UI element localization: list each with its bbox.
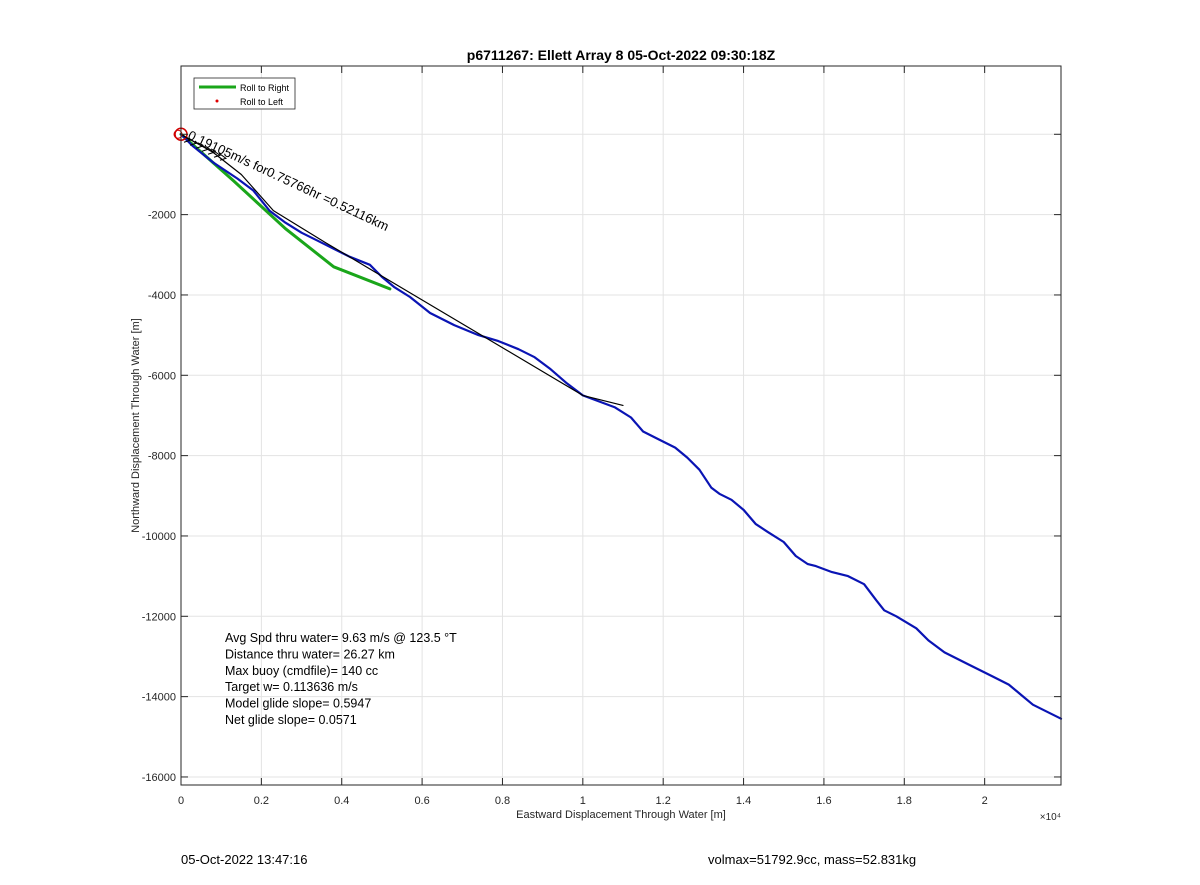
x-tick-label: 0 xyxy=(178,795,184,807)
grid xyxy=(180,66,1061,785)
stats-line: Avg Spd thru water= 9.63 m/s @ 123.5 °T xyxy=(225,631,457,645)
x-tick-label: 1.8 xyxy=(897,795,912,807)
ticks: 0 0.2 0.4 0.6 0.8 1 1.2 1.4 1.6 1.8 2 -16000 -14000 -… xyxy=(142,66,1061,807)
legend: Roll to Right Roll to Left xyxy=(193,77,296,110)
x-axis-label: Eastward Displacement Through Water [m] xyxy=(516,809,726,821)
x-tick-label: 0.6 xyxy=(414,795,429,807)
chart-title: p6711267: Ellett Array 8 05-Oct-2022 09:… xyxy=(467,47,776,63)
y-tick-label: -8000 xyxy=(148,451,176,463)
y-axis-label: Northward Displacement Through Water [m] xyxy=(130,318,142,533)
direction-arrow-icon xyxy=(182,134,192,143)
stats-line: Max buoy (cmdfile)= 140 cc xyxy=(225,664,378,678)
x-tick-label: 1.4 xyxy=(736,795,751,807)
direction-arrow-icon xyxy=(212,149,222,158)
footer-timestamp: 05-Oct-2022 13:47:16 xyxy=(181,852,308,867)
y-tick-label: -10000 xyxy=(142,531,176,543)
legend-box xyxy=(193,77,296,110)
y-tick-label: -16000 xyxy=(142,772,176,784)
y-tick-label: -2000 xyxy=(148,210,176,222)
x-tick-label: 0.8 xyxy=(495,795,510,807)
stats-line: Model glide slope= 0.5947 xyxy=(225,697,371,711)
legend-label-roll-left: Roll to Left xyxy=(240,97,284,107)
stats-line: Net glide slope= 0.0571 xyxy=(225,713,357,727)
y-tick-label: -14000 xyxy=(142,692,176,704)
stats-line: Distance thru water= 26.27 km xyxy=(225,647,395,661)
x-tick-label: 1 xyxy=(580,795,586,807)
y-tick-label: -12000 xyxy=(142,611,176,623)
direction-arrow-icon xyxy=(206,146,216,155)
footer-volmax-mass: volmax=51792.9cc, mass=52.831kg xyxy=(708,852,917,867)
x-tick-label: 2 xyxy=(982,795,988,807)
x-tick-label: 1.2 xyxy=(656,795,671,807)
stats-line: Target w= 0.113636 m/s xyxy=(225,680,358,694)
axes-background xyxy=(181,66,1061,785)
axes-frame xyxy=(180,65,1062,786)
direction-arrow-icon xyxy=(200,143,210,152)
x-tick-label: 1.6 xyxy=(816,795,831,807)
x-axis-exponent: ×10⁴ xyxy=(1040,812,1061,823)
legend-swatch-roll-left xyxy=(215,99,219,103)
direction-arrow-icon xyxy=(188,137,198,146)
direction-arrow-icon xyxy=(194,140,204,149)
direction-arrow-icon xyxy=(218,152,228,161)
x-tick-label: 0.2 xyxy=(254,795,269,807)
y-tick-label: -6000 xyxy=(148,370,176,382)
x-tick-label: 0.4 xyxy=(334,795,349,807)
y-tick-label: -4000 xyxy=(148,290,176,302)
legend-label-roll-right: Roll to Right xyxy=(240,83,290,93)
